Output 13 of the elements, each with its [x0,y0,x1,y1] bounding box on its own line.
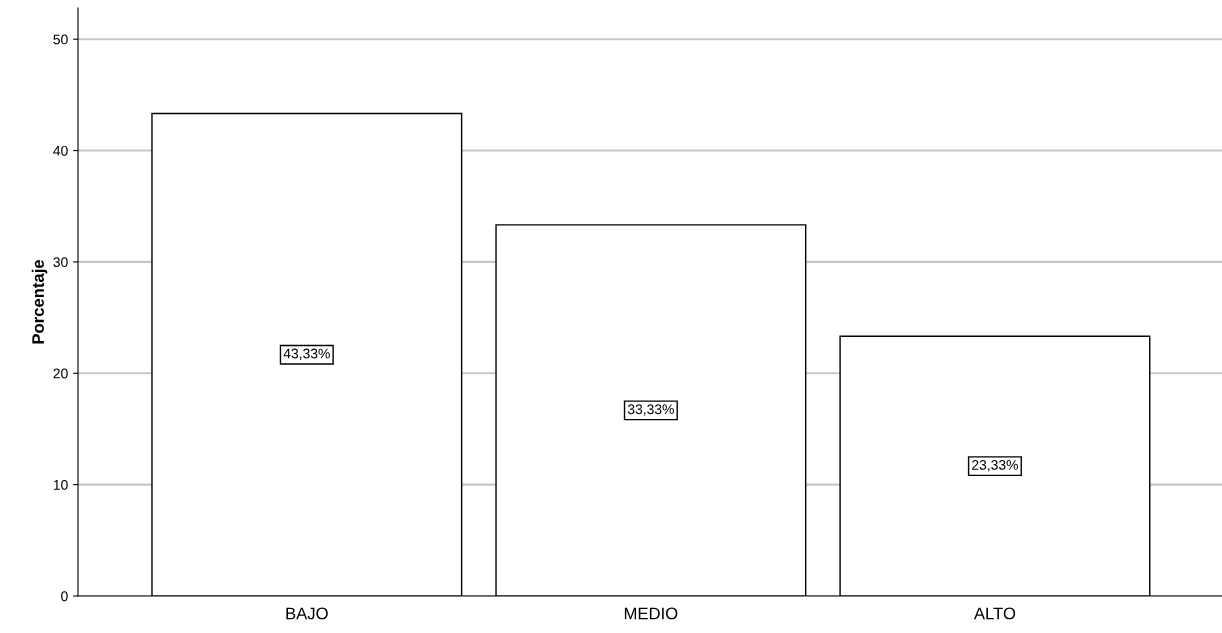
y-axis-title: Porcentaje [31,259,48,344]
x-tick-label: BAJO [286,607,328,620]
data-label: 23,33% [972,459,1018,472]
y-tick-label: 40 [53,145,68,156]
y-tick-label: 10 [53,479,68,490]
x-tick-label: ALTO [973,607,1016,620]
data-label: 33,33% [627,404,674,416]
x-tick-label: MEDIO [624,607,678,620]
y-tick-label: 20 [53,368,68,379]
y-tick-label: 50 [53,34,68,45]
y-tick-label: 0 [61,591,68,602]
data-label: 43,33% [283,348,330,361]
y-tick-label: 30 [53,257,68,268]
